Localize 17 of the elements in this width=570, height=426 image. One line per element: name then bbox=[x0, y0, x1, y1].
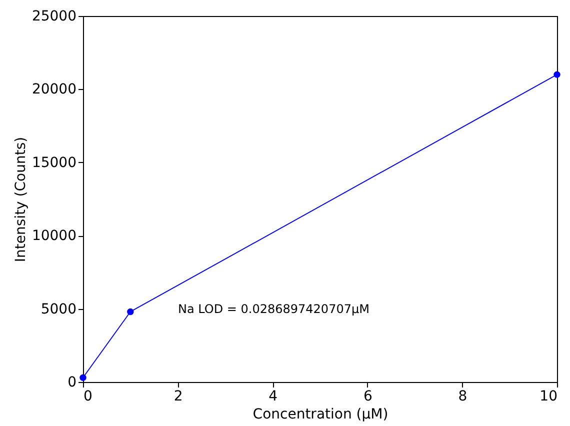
y-tick-label: 25000 bbox=[32, 8, 76, 24]
point bbox=[127, 308, 134, 316]
y-axis-title: Intensity (Counts) bbox=[12, 136, 29, 262]
x-tick-label: 2 bbox=[174, 388, 183, 404]
y-tick-label: 20000 bbox=[32, 82, 76, 98]
x-tick-label: 6 bbox=[363, 388, 372, 404]
x-tick-label: 4 bbox=[268, 388, 278, 404]
y-tick-label: 0 bbox=[68, 374, 76, 390]
x-tick-label: 8 bbox=[458, 388, 468, 404]
annotation: Na LOD = 0.0286897420707μM bbox=[178, 302, 370, 316]
y-tick-label: 15000 bbox=[32, 154, 76, 171]
x-tick-label: 10 bbox=[540, 388, 558, 404]
x-axis-title: Concentration (μM) bbox=[252, 406, 388, 422]
y-tick-label: 5000 bbox=[40, 301, 76, 318]
x-tick-label: 0 bbox=[84, 388, 92, 404]
point bbox=[554, 71, 560, 78]
y-tick-label: 10000 bbox=[32, 228, 76, 244]
